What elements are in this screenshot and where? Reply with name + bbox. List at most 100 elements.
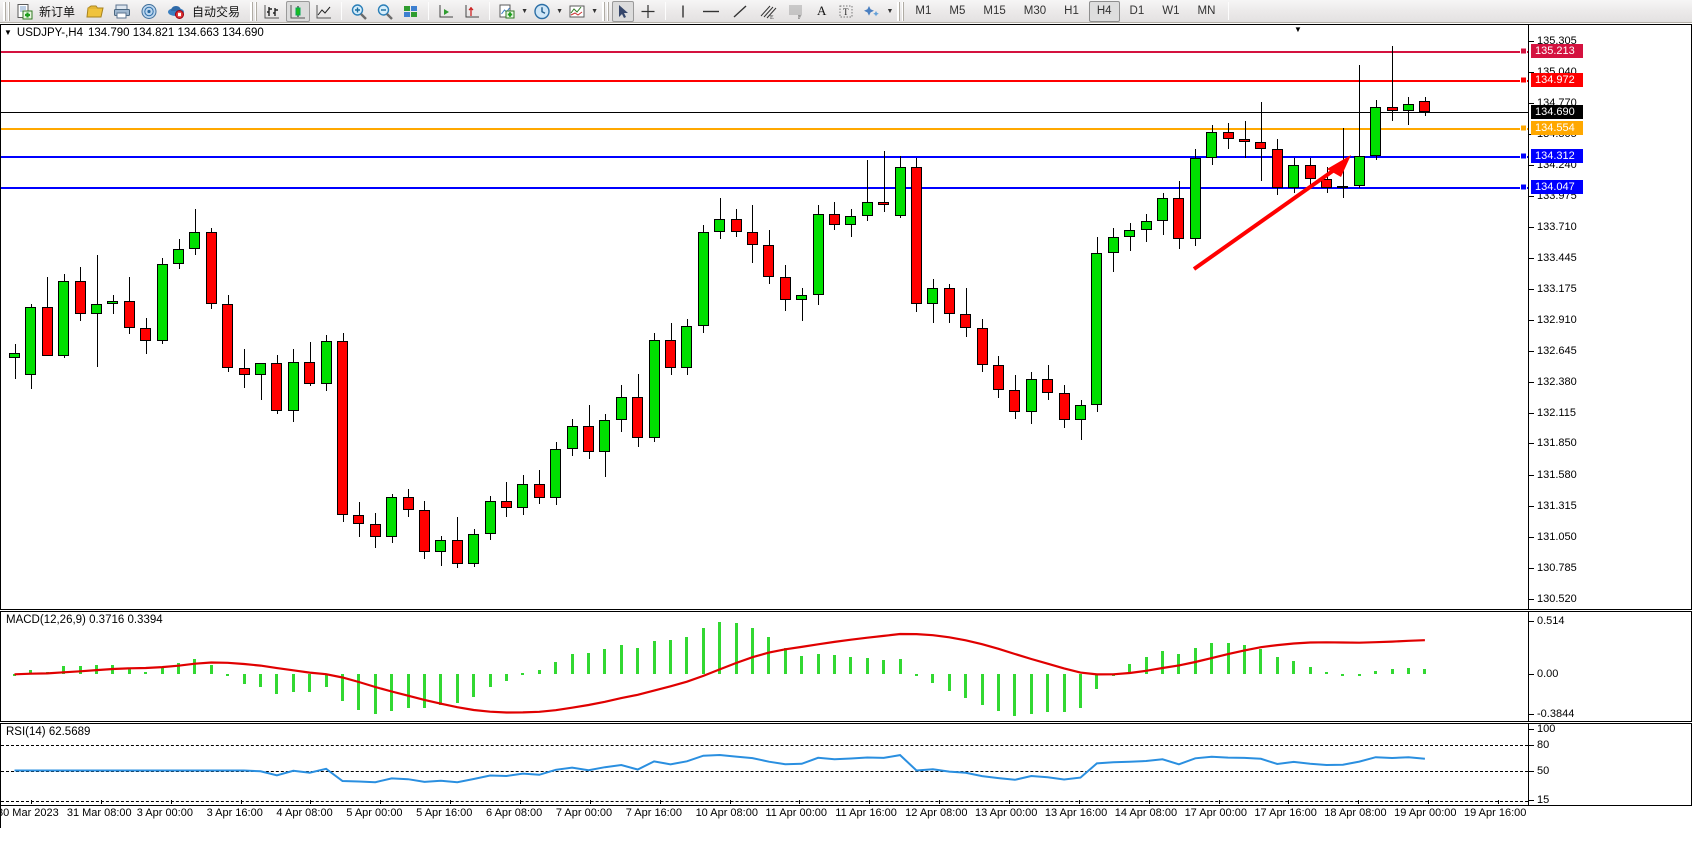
time-tick-mark [31, 800, 32, 804]
macd-histogram-bar [587, 652, 590, 675]
bullish-trend-arrow[interactable] [1189, 147, 1379, 277]
rsi-line [14, 753, 1425, 784]
candle-wick [966, 288, 967, 338]
rsi-axis[interactable]: 100 80 50 15 [1528, 723, 1691, 806]
candlestick-chart-button[interactable] [286, 0, 311, 22]
hline-134972-handle[interactable] [1520, 76, 1527, 84]
hline-134312-handle[interactable] [1520, 152, 1527, 160]
macd-histogram-bar [128, 668, 131, 675]
templates-dropdown-caret[interactable]: ▼ [521, 7, 528, 15]
trendline-button[interactable] [727, 1, 753, 22]
objects-dropdown-caret[interactable]: ▼ [886, 7, 894, 15]
hline-134312[interactable] [1, 156, 1528, 159]
candle-bearish [402, 497, 414, 510]
timeframe-m15-button[interactable]: M15 [983, 5, 1006, 17]
timeframe-d1-button[interactable]: D1 [1129, 5, 1145, 17]
timeframe-h1-button[interactable]: H1 [1064, 5, 1079, 17]
hline-134690[interactable] [1, 112, 1528, 114]
timeframe-mn-button[interactable]: MN [1197, 5, 1216, 17]
macd-pane[interactable]: 0.514 0.00 -0.3844 MACD(12,26,9) 0.3716 0.… [0, 611, 1692, 722]
horizontal-line-button[interactable] [697, 1, 725, 22]
time-tick-mark [939, 800, 941, 804]
macd-histogram-bar [882, 660, 885, 675]
auto-scroll-button[interactable] [434, 1, 458, 22]
time-tick-mark [1148, 800, 1150, 804]
cursor-button[interactable] [612, 0, 635, 22]
timeframe-h4-button[interactable]: H4 [1088, 0, 1120, 22]
resistance-label-134972[interactable]: 134.972 [1531, 72, 1583, 87]
line-chart-button[interactable] [312, 1, 336, 22]
zoom-in-button[interactable] [347, 1, 371, 22]
hline-134554-handle[interactable] [1520, 124, 1527, 132]
data-window-button[interactable] [399, 1, 423, 22]
crosshair-button[interactable] [636, 1, 660, 22]
chart-collapse-caret-icon[interactable]: ▼ [1294, 25, 1302, 34]
chart-menu-caret-icon[interactable]: ▼ [4, 28, 12, 37]
timeframe-m1-button[interactable]: M1 [915, 5, 932, 17]
templates-button[interactable] [495, 1, 519, 22]
hline-134554[interactable] [1, 128, 1528, 131]
toolbar-grip-3[interactable] [602, 1, 610, 21]
auto-trading-label: 自动交易 [192, 4, 241, 19]
macd-histogram-bar [767, 637, 770, 675]
macd-histogram-bar [620, 645, 623, 675]
rsi-pane[interactable]: 100 80 50 15 RSI(14) 62.5689 [0, 723, 1692, 806]
hline-134047-handle[interactable] [1520, 183, 1527, 191]
price-pane[interactable]: 135.305135.040134.770134.505134.240133.9… [0, 24, 1692, 610]
time-axis[interactable]: 30 Mar 2023 31 Mar 08:00 3 Apr 00:00 3 Apr … [0, 800, 1692, 828]
objects-button[interactable] [860, 1, 884, 22]
price-plot[interactable] [1, 25, 1528, 609]
candle-bearish [1042, 379, 1054, 394]
timeframe-m5-button[interactable]: M5 [949, 5, 966, 17]
svg-text:E: E [770, 15, 774, 20]
candle-bearish [533, 484, 545, 499]
hline-135213[interactable] [1, 51, 1528, 54]
indicator-list-button[interactable] [565, 1, 589, 22]
rsi-tick-100: 100 [1529, 723, 1555, 735]
toolbar-grip-4[interactable] [897, 1, 905, 21]
fibonacci-icon: F [789, 5, 803, 20]
macd-plot[interactable] [1, 612, 1528, 721]
hline-134972[interactable] [1, 79, 1528, 82]
time-tick: 30 Mar 2023 [0, 807, 59, 819]
chart-shift-icon [465, 4, 480, 17]
timeframe-w1-button[interactable]: W1 [1162, 5, 1180, 17]
toolbar-grip-1[interactable] [3, 1, 10, 21]
terminal-button[interactable] [110, 1, 135, 22]
market-watch-button[interactable] [137, 1, 162, 22]
support-label-134312[interactable]: 134.312 [1531, 149, 1583, 164]
time-tick-mark [799, 800, 801, 804]
new-order-button[interactable]: 新订单 [13, 1, 81, 22]
periodicity-dropdown-caret[interactable]: ▼ [556, 7, 563, 15]
chart-shift-button[interactable] [460, 1, 484, 22]
candle-bearish [1009, 389, 1021, 412]
candle-bearish [271, 363, 283, 411]
vertical-line-button[interactable] [671, 1, 695, 22]
resistance-label-135213[interactable]: 135.213 [1531, 44, 1583, 59]
equidistant-channel-button[interactable]: E [755, 1, 781, 22]
hline-134047[interactable] [1, 187, 1528, 190]
text-label-button[interactable]: T [834, 1, 858, 22]
zoom-out-button[interactable] [373, 1, 397, 22]
current-price-label[interactable]: 134.690 [1531, 105, 1583, 120]
macd-histogram-bar [702, 627, 705, 675]
macd-histogram-bar [1046, 674, 1049, 712]
candle-bearish [41, 307, 53, 357]
support-label-134047[interactable]: 134.047 [1531, 180, 1583, 195]
timeframe-m30-button[interactable]: M30 [1023, 5, 1047, 17]
indicators-button[interactable] [83, 1, 108, 22]
indicator-dropdown-caret[interactable]: ▼ [591, 7, 598, 15]
toolbar-grip-2[interactable] [250, 1, 258, 21]
price-axis[interactable]: 135.305135.040134.770134.505134.240133.9… [1528, 25, 1691, 609]
auto-trading-button[interactable]: 自动交易 [164, 1, 246, 22]
pivot-label-134554[interactable]: 134.554 [1531, 121, 1583, 136]
fibonacci-button[interactable]: F [783, 1, 809, 22]
hline-135213-handle[interactable] [1520, 47, 1527, 55]
candle-wick [867, 160, 868, 221]
macd-axis[interactable]: 0.514 0.00 -0.3844 [1528, 612, 1691, 721]
rsi-plot[interactable] [1, 724, 1528, 805]
bar-chart-button[interactable] [260, 1, 284, 22]
time-tick: 17 Apr 16:00 [1254, 807, 1317, 819]
periodicity-button[interactable] [530, 1, 554, 22]
text-button[interactable]: A [811, 1, 832, 22]
